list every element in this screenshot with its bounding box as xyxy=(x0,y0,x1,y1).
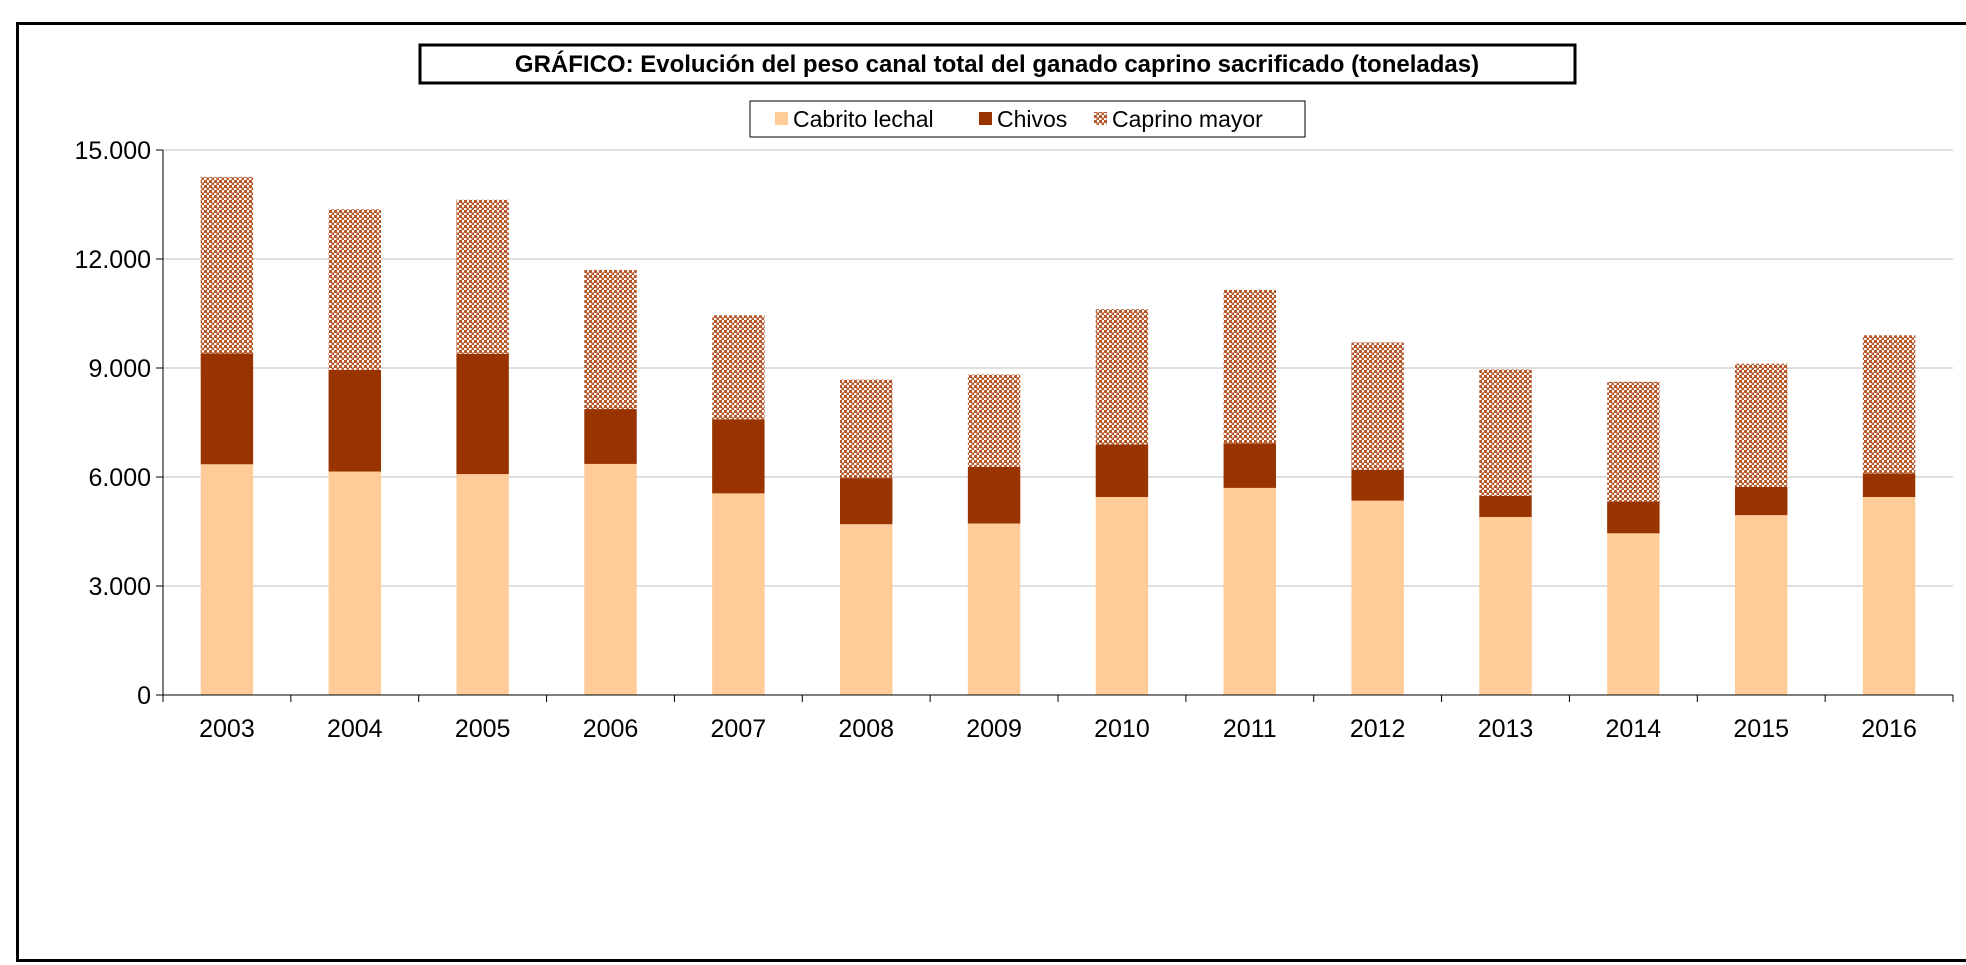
x-tick-label: 2009 xyxy=(966,715,1022,743)
bar-cabrito-lechal-2011 xyxy=(1223,487,1276,695)
bar-caprino-mayor-2007 xyxy=(712,315,765,420)
x-tick-label: 2006 xyxy=(583,715,639,743)
legend-swatch-cabrito-lechal xyxy=(775,112,788,125)
bar-cabrito-lechal-2007 xyxy=(712,493,765,695)
x-tick-label: 2015 xyxy=(1733,715,1789,743)
y-tick-label: 3.000 xyxy=(88,573,151,601)
bar-chivos-2016 xyxy=(1862,473,1916,497)
axes: 0 3.000 6.000 9.000 12.000 15.000 2003 2004 2005… xyxy=(75,137,1954,743)
bar-caprino-mayor-2014 xyxy=(1607,381,1660,502)
x-tick-label: 2013 xyxy=(1478,715,1534,743)
bar-chivos-2010 xyxy=(1095,444,1149,497)
legend-box xyxy=(749,100,1306,138)
y-tick-label: 9.000 xyxy=(88,355,151,383)
bar-caprino-mayor-2008 xyxy=(840,379,893,479)
x-tick-label: 2004 xyxy=(327,715,383,743)
legend-swatch-caprino-mayor xyxy=(1094,112,1107,125)
bar-caprino-mayor-2011 xyxy=(1223,289,1276,444)
bar-chivos-2015 xyxy=(1735,486,1788,516)
bars xyxy=(200,177,1916,695)
bar-cabrito-lechal-2015 xyxy=(1735,515,1788,695)
legend-swatch-chivos xyxy=(979,112,992,125)
bar-cabrito-lechal-2006 xyxy=(584,463,637,695)
bar-chivos-2011 xyxy=(1223,443,1276,488)
bar-cabrito-lechal-2005 xyxy=(456,474,509,695)
bar-chivos-2012 xyxy=(1351,469,1404,501)
x-tick-label: 2014 xyxy=(1606,715,1662,743)
bar-caprino-mayor-2012 xyxy=(1351,342,1404,470)
bar-cabrito-lechal-2013 xyxy=(1479,516,1532,695)
bar-chivos-2006 xyxy=(584,409,637,464)
bar-cabrito-lechal-2003 xyxy=(200,464,254,695)
x-tick-label: 2007 xyxy=(711,715,767,743)
grid-lines xyxy=(163,149,1953,587)
bar-cabrito-lechal-2012 xyxy=(1351,500,1404,695)
y-tick-label: 15.000 xyxy=(75,137,151,165)
x-tick-label: 2005 xyxy=(455,715,511,743)
title-box xyxy=(418,43,1577,85)
y-tick-label: 6.000 xyxy=(88,464,151,492)
bar-caprino-mayor-2010 xyxy=(1095,309,1149,445)
x-tick-label: 2016 xyxy=(1861,715,1917,743)
x-tick-label: 2012 xyxy=(1350,715,1406,743)
bar-chivos-2008 xyxy=(840,478,893,525)
bar-chivos-2007 xyxy=(712,419,765,494)
bar-chivos-2003 xyxy=(200,353,254,465)
chart-title: GRÁFICO: Evolución del peso canal total … xyxy=(515,50,1479,78)
legend-label-caprino-mayor: Caprino mayor xyxy=(1112,106,1263,132)
chart-svg: GRÁFICO: Evolución del peso canal total … xyxy=(75,43,1954,743)
bar-cabrito-lechal-2004 xyxy=(328,471,381,695)
bar-chivos-2004 xyxy=(328,369,381,472)
bar-caprino-mayor-2016 xyxy=(1862,335,1916,474)
legend-label-cabrito-lechal: Cabrito lechal xyxy=(793,106,934,132)
x-tick-label: 2010 xyxy=(1094,715,1150,743)
bar-chivos-2005 xyxy=(456,353,509,475)
bar-caprino-mayor-2006 xyxy=(584,269,637,410)
bar-chivos-2013 xyxy=(1479,495,1532,517)
legend-label-chivos: Chivos xyxy=(997,106,1067,132)
chart-frame: GRÁFICO: Evolución del peso canal total … xyxy=(16,22,1966,962)
bar-caprino-mayor-2013 xyxy=(1479,369,1532,496)
bar-cabrito-lechal-2008 xyxy=(840,524,893,695)
bar-chivos-2009 xyxy=(967,466,1021,524)
y-tick-label: 12.000 xyxy=(75,246,151,274)
bar-caprino-mayor-2005 xyxy=(456,199,509,354)
bar-cabrito-lechal-2016 xyxy=(1862,496,1916,695)
y-tick-label: 0 xyxy=(137,682,151,710)
x-tick-label: 2011 xyxy=(1223,715,1277,743)
bar-caprino-mayor-2004 xyxy=(328,209,381,370)
x-tick-label: 2003 xyxy=(199,715,255,743)
bar-caprino-mayor-2009 xyxy=(967,374,1021,467)
x-tick-label: 2008 xyxy=(838,715,894,743)
bar-cabrito-lechal-2010 xyxy=(1095,496,1149,695)
bar-caprino-mayor-2015 xyxy=(1735,363,1788,487)
bar-cabrito-lechal-2009 xyxy=(967,523,1021,695)
bar-caprino-mayor-2003 xyxy=(200,177,254,354)
bar-cabrito-lechal-2014 xyxy=(1607,533,1660,695)
bar-chivos-2014 xyxy=(1607,501,1660,534)
legend: Cabrito lechal Chivos Caprino mayor xyxy=(749,100,1306,138)
